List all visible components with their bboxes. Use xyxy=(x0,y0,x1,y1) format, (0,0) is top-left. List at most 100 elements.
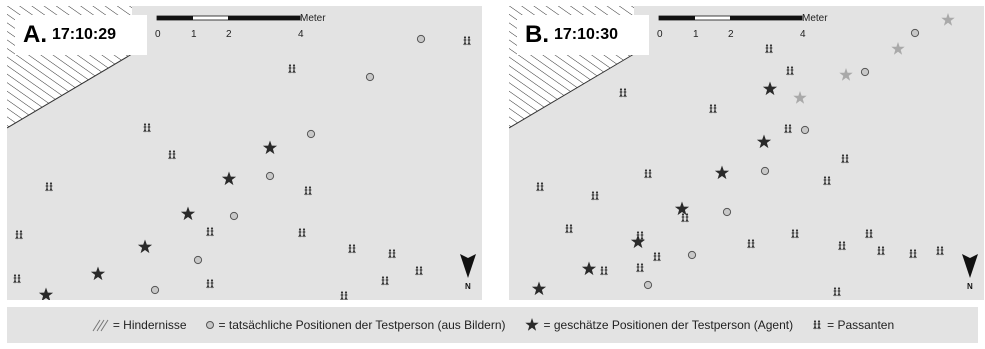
pedestrian-marker xyxy=(936,246,944,256)
actual-position-marker xyxy=(150,285,160,295)
north-arrow-icon: N xyxy=(962,254,978,291)
pedestrian-marker xyxy=(565,224,573,234)
scale-unit-label: Meter xyxy=(802,13,828,24)
panel-title: A. 17:10:29 xyxy=(15,15,147,55)
pedestrian-marker xyxy=(619,88,627,98)
pedestrian-marker xyxy=(304,186,312,196)
north-label: N xyxy=(465,282,471,291)
scale-tick-label: 0 xyxy=(657,29,663,40)
actual-position-marker xyxy=(265,171,275,181)
pedestrian-marker xyxy=(298,228,306,238)
estimated-position-marker xyxy=(262,140,278,155)
legend-estimated: = geschätze Positionen der Testperson (A… xyxy=(524,317,793,333)
map-panel-b: 0 1 2 4 Meter N B. 17:10:30 xyxy=(509,6,984,300)
actual-position-marker xyxy=(416,34,426,44)
pedestrian-marker xyxy=(765,44,773,54)
pedestrian-marker xyxy=(340,291,348,300)
north-arrow-icon: N xyxy=(460,254,476,291)
circle-icon xyxy=(205,321,214,329)
pedestrian-marker xyxy=(206,227,214,237)
panel-letter: A. xyxy=(23,21,47,48)
pedestrian-marker xyxy=(591,191,599,201)
scale-tick-label: 2 xyxy=(226,29,232,40)
actual-position-marker xyxy=(306,129,316,139)
panel-letter: B. xyxy=(525,21,549,48)
pedestrian-marker xyxy=(13,274,21,284)
estimated-position-marker xyxy=(90,266,106,281)
pedestrian-marker xyxy=(206,279,214,289)
actual-position-marker xyxy=(229,211,239,221)
pedestrian-marker xyxy=(143,123,151,133)
scale-tick-label: 2 xyxy=(728,29,734,40)
estimated-position-marker xyxy=(180,206,196,221)
pedestrian-marker xyxy=(415,266,423,276)
scale-tick-label: 1 xyxy=(693,29,699,40)
estimated-position-marker xyxy=(221,171,237,186)
pedestrian-marker xyxy=(388,249,396,259)
pedestrian-marker xyxy=(709,104,717,114)
prior-estimate-marker xyxy=(793,91,807,104)
estimated-position-marker xyxy=(581,261,597,276)
pedestrian-marker xyxy=(784,124,792,134)
panel-time: 17:10:29 xyxy=(52,26,117,43)
actual-position-marker xyxy=(760,166,770,176)
estimated-position-marker xyxy=(137,239,153,254)
pedestrian-marker xyxy=(463,36,471,46)
panel-title: B. 17:10:30 xyxy=(517,15,649,55)
pedestrian-marker xyxy=(381,276,389,286)
legend-actual: = tatsächliche Positionen der Testperson… xyxy=(205,318,506,332)
estimated-position-marker xyxy=(762,81,778,96)
estimated-position-marker xyxy=(531,281,547,296)
pedestrian-marker xyxy=(45,182,53,192)
estimated-position-marker xyxy=(756,134,772,149)
hatch-icon xyxy=(92,319,109,332)
actual-position-marker xyxy=(800,125,810,135)
pedestrian-marker xyxy=(644,169,652,179)
prior-estimate-marker xyxy=(839,68,853,81)
prior-estimate-marker xyxy=(891,42,905,55)
pedestrian-marker xyxy=(168,150,176,160)
pedestrian-marker xyxy=(653,252,661,262)
pedestrian-marker xyxy=(681,213,689,223)
pedestrian-marker xyxy=(288,64,296,74)
pedestrian-marker xyxy=(536,182,544,192)
pedestrian-marker xyxy=(791,229,799,239)
scale-tick-label: 4 xyxy=(298,29,304,40)
north-label: N xyxy=(967,282,973,291)
pedestrian-marker xyxy=(841,154,849,164)
actual-position-marker xyxy=(910,28,920,38)
legend-obstacles: = Hindernisse xyxy=(91,318,187,332)
pedestrian-marker xyxy=(348,244,356,254)
pedestrian-marker xyxy=(833,287,841,297)
pedestrian-marker xyxy=(636,263,644,273)
scale-tick-label: 0 xyxy=(155,29,161,40)
actual-position-marker xyxy=(687,250,697,260)
star-icon xyxy=(524,318,539,331)
actual-position-marker xyxy=(193,255,203,265)
scale-bar: 0 1 2 4 Meter xyxy=(657,13,828,40)
pedestrian-marker xyxy=(909,249,917,259)
pedestrian-marker xyxy=(600,266,608,276)
estimated-position-marker xyxy=(630,234,646,249)
pedestrian-marker xyxy=(15,230,23,240)
scale-tick-label: 4 xyxy=(800,29,806,40)
estimated-position-marker xyxy=(38,287,54,300)
pedestrian-marker xyxy=(823,176,831,186)
legend-pedestrians: = Passanten xyxy=(811,318,894,332)
actual-position-marker xyxy=(365,72,375,82)
estimated-position-marker xyxy=(714,165,730,180)
pedestrian-marker xyxy=(877,246,885,256)
scale-unit-label: Meter xyxy=(300,13,326,24)
pedestrian-marker xyxy=(865,229,873,239)
scale-tick-label: 1 xyxy=(191,29,197,40)
pedestrian-marker xyxy=(786,66,794,76)
scale-bar: 0 1 2 4 Meter xyxy=(155,13,326,40)
actual-position-marker xyxy=(860,67,870,77)
pedestrian-icon xyxy=(813,320,821,330)
prior-estimate-marker xyxy=(941,13,955,26)
legend: = Hindernisse = tatsächliche Positionen … xyxy=(7,307,978,343)
map-panel-a: 0 1 2 4 Meter N A. 17:10:29 xyxy=(7,6,482,300)
estimated-position-marker xyxy=(674,201,690,216)
panel-time: 17:10:30 xyxy=(554,26,619,43)
actual-position-marker xyxy=(722,207,732,217)
